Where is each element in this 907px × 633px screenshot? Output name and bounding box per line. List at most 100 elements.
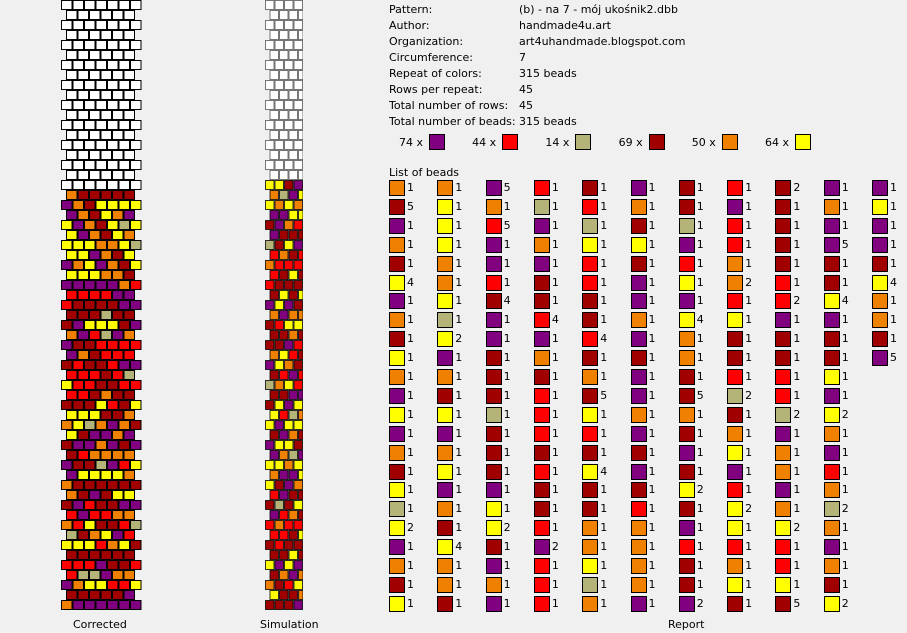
- bead-cell: [123, 570, 135, 580]
- bead-cell: [66, 230, 78, 240]
- bead-cell: [77, 370, 89, 380]
- bead-swatch: [485, 274, 502, 291]
- bead-count: 1: [455, 521, 463, 535]
- bead-count: 5: [696, 388, 704, 402]
- bead-cell: [274, 600, 284, 610]
- bead-cell: [284, 380, 294, 390]
- bead-cell: [100, 410, 112, 420]
- bead-cell: [112, 30, 124, 40]
- bead-swatch: [389, 217, 405, 234]
- bead-cell: [123, 550, 135, 560]
- bead-count: 2: [503, 521, 511, 535]
- bead-cell: [107, 500, 119, 510]
- bead-cell: [95, 560, 107, 570]
- bead-cell: [95, 340, 107, 350]
- bead-swatch: [582, 444, 599, 461]
- bead-cell: [118, 0, 130, 10]
- bead-count: 1: [696, 181, 704, 194]
- bead-cell: [112, 90, 124, 100]
- bead-cell: [89, 290, 101, 300]
- bead-count: 1: [455, 483, 463, 497]
- bead-cell: [107, 400, 119, 410]
- bead-cell: [107, 440, 119, 450]
- bead-cell: [77, 310, 89, 320]
- color-swatch: [575, 134, 592, 150]
- bead-cell: [274, 200, 284, 210]
- bead-cell: [293, 300, 303, 310]
- bead-swatch: [389, 350, 405, 367]
- bead-count: 1: [793, 237, 801, 251]
- bead-swatch: [533, 444, 550, 461]
- bead-cell: [77, 570, 89, 580]
- bead-cell: [123, 90, 135, 100]
- bead-count: 1: [841, 559, 849, 572]
- bead-cell: [118, 20, 130, 30]
- bead-swatch: [389, 576, 405, 593]
- bead-cell: [77, 470, 89, 480]
- bead-cell: [279, 170, 289, 180]
- info-value: 315 beads: [519, 115, 577, 128]
- bead-cell: [279, 490, 289, 500]
- bead-cell: [279, 230, 289, 240]
- bead-cell: [274, 560, 284, 570]
- bead-cell: [107, 20, 119, 30]
- bead-cell: [279, 430, 289, 440]
- bead-count: 1: [455, 181, 463, 194]
- bead-cell: [118, 540, 130, 550]
- bead-cell: [130, 320, 142, 330]
- bead-swatch: [727, 463, 744, 480]
- bead-cell: [77, 290, 89, 300]
- bead-swatch: [437, 387, 454, 404]
- bead-cell: [66, 210, 78, 220]
- bead-cell: [66, 490, 78, 500]
- bead-swatch: [823, 350, 840, 367]
- bead-count: 1: [455, 199, 463, 213]
- bead-cell: [279, 530, 289, 540]
- bead-count: 1: [648, 464, 656, 478]
- bead-swatch: [872, 312, 888, 329]
- bead-swatch: [533, 463, 550, 480]
- bead-cell: [61, 120, 73, 130]
- bead-cell: [288, 250, 298, 260]
- bead-swatch: [437, 558, 454, 574]
- bead-cell: [274, 460, 284, 470]
- bead-cell: [269, 90, 279, 100]
- bead-cell: [269, 410, 279, 420]
- bead-cell: [107, 420, 119, 430]
- bead-cell: [118, 520, 130, 530]
- bead-cell: [293, 0, 303, 10]
- bead-cell: [123, 590, 135, 600]
- bead-cell: [66, 570, 78, 580]
- bead-cell: [61, 20, 73, 30]
- bead-cell: [298, 190, 303, 200]
- bead-cell: [284, 40, 294, 50]
- bead-cell: [269, 530, 279, 540]
- bead-swatch: [630, 198, 647, 215]
- bead-swatch: [823, 406, 840, 423]
- bead-cell: [77, 450, 89, 460]
- bead-cell: [84, 220, 96, 230]
- bead-count: 1: [551, 426, 559, 440]
- bead-swatch: [872, 198, 888, 215]
- bead-cell: [112, 110, 124, 120]
- bead-swatch: [678, 255, 695, 272]
- bead-swatch: [678, 293, 695, 310]
- bead-count: 1: [455, 596, 463, 610]
- bead-count: 1: [648, 445, 656, 459]
- bead-cell: [72, 260, 84, 270]
- bead-cell: [89, 490, 101, 500]
- bead-cell: [269, 330, 279, 340]
- bead-cell: [284, 420, 294, 430]
- bead-count: 1: [793, 540, 801, 554]
- bead-cell: [293, 180, 303, 190]
- bead-cell: [107, 200, 119, 210]
- bead-cell: [288, 170, 298, 180]
- bead-count: 1: [600, 199, 608, 213]
- bead-count: 1: [745, 218, 753, 232]
- bead-swatch: [823, 293, 840, 310]
- bead-swatch: [485, 482, 502, 499]
- bead-count: 1: [503, 502, 511, 516]
- bead-cell: [288, 490, 298, 500]
- bead-count: 2: [793, 181, 801, 194]
- bead-swatch: [582, 293, 599, 310]
